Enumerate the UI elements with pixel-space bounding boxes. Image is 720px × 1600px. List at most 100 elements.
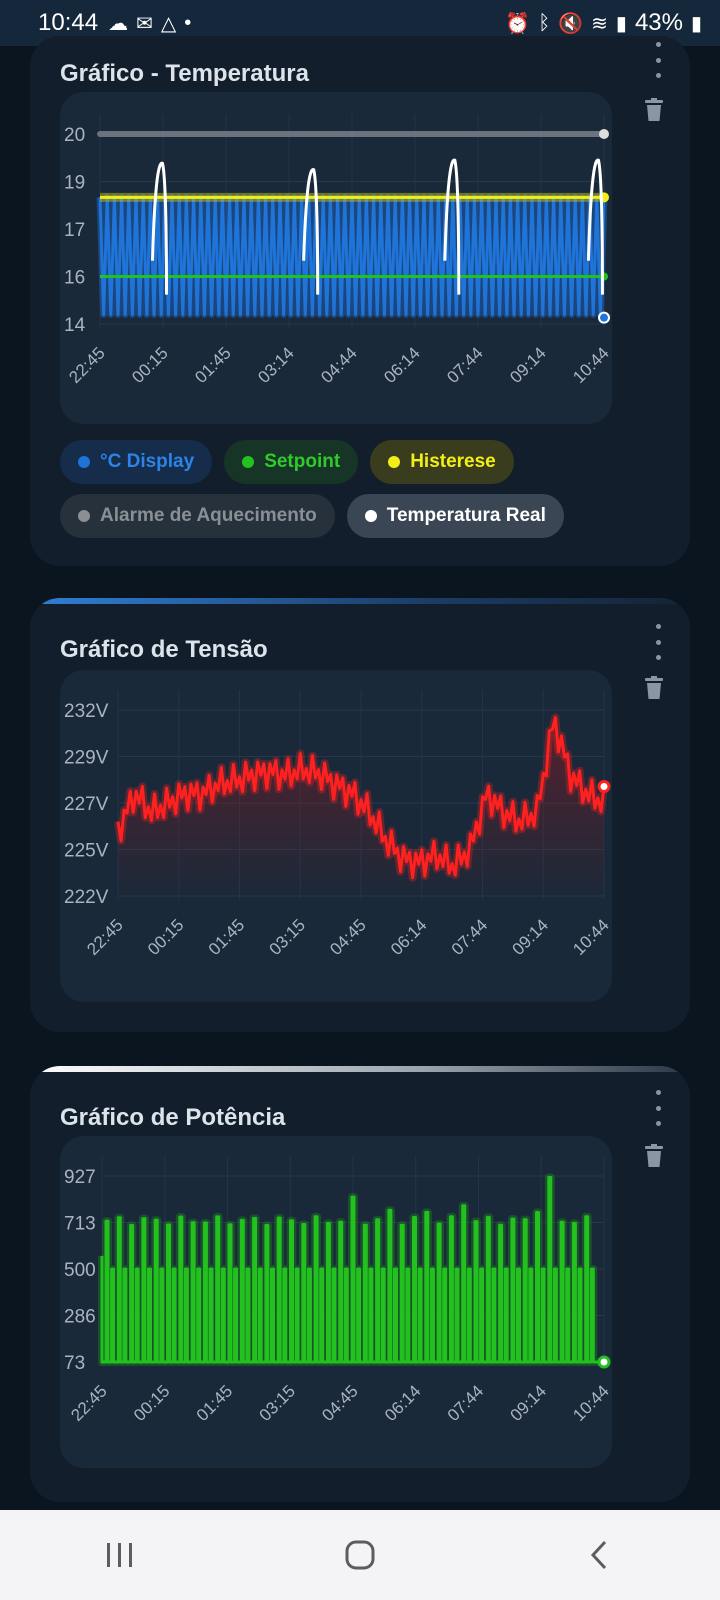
x-tick-label: 04:45 [318, 1381, 362, 1425]
legend-label: Setpoint [264, 451, 341, 472]
battery-level: 43% [634, 9, 683, 36]
x-tick-label: 04:45 [326, 915, 370, 959]
gmail-icon: ✉ [136, 12, 153, 35]
dot-icon: • [184, 11, 192, 34]
x-tick-label: 01:45 [193, 1381, 237, 1425]
y-tick-label: 17 [64, 220, 85, 241]
x-tick-label: 00:15 [144, 915, 188, 959]
y-tick-label: 927 [64, 1167, 96, 1188]
legend-chip-0[interactable]: °C Display [60, 440, 213, 484]
y-tick-label: 222V [64, 887, 109, 908]
voltage-line [116, 715, 606, 880]
power-card: Gráfico de Potência 927 713 500 286 73 22:45 0… [30, 1066, 690, 1502]
x-tick-label: 10:44 [569, 915, 612, 959]
voltage-menu-button[interactable] [648, 624, 668, 660]
x-tick-label: 10:44 [569, 1381, 612, 1425]
legend-chip-3[interactable]: Alarme de Aquecimento [60, 494, 335, 538]
x-tick-label: 00:15 [128, 343, 172, 387]
y-tick-label: 19 [64, 173, 85, 194]
x-tick-label: 03:15 [256, 1381, 300, 1425]
legend-chip-2[interactable]: Histerese [370, 440, 514, 484]
series-display-end-point [598, 311, 610, 324]
back-icon [590, 1540, 607, 1570]
x-tick-label: 07:44 [444, 1381, 488, 1425]
y-tick-label: 286 [64, 1307, 96, 1328]
temperature-card-title: Gráfico - Temperatura [60, 60, 309, 87]
x-tick-label: 07:44 [448, 915, 492, 959]
x-tick-label: 06:14 [380, 343, 424, 387]
temperature-trash-icon[interactable] [644, 98, 664, 122]
voltage-card-title: Gráfico de Tensão [60, 636, 268, 663]
y-tick-label: 225V [64, 841, 109, 862]
y-tick-label: 20 [64, 125, 85, 146]
navigation-bar [0, 1510, 720, 1600]
x-tick-label: 00:15 [130, 1381, 174, 1425]
power-menu-button[interactable] [648, 1090, 668, 1126]
power-trash-icon[interactable] [644, 1144, 664, 1168]
y-tick-label: 229V [64, 748, 109, 769]
x-tick-label: 09:14 [509, 915, 553, 959]
x-tick-label: 09:14 [507, 1381, 551, 1425]
legend-dot [78, 456, 90, 468]
series-temperatura-real-peak [586, 158, 604, 295]
power-card-accent [30, 1066, 690, 1072]
legend-dot [388, 456, 401, 468]
y-tick-label: 16 [64, 268, 85, 289]
cloud-icon: ☁ [108, 12, 129, 35]
voltage-trash-icon[interactable] [644, 676, 664, 700]
temperature-chart: 20 19 17 16 14 22:45 00:15 01:45 03:14 04:44 06:14… [60, 92, 612, 424]
recent-apps-button[interactable] [80, 1525, 160, 1585]
legend-chip-1[interactable]: Setpoint [224, 440, 359, 484]
x-tick-label: 03:15 [266, 915, 310, 959]
back-button[interactable] [560, 1525, 640, 1585]
y-tick-label: 227V [64, 794, 109, 815]
recent-apps-icon [107, 1543, 132, 1567]
legend-label: Alarme de Aquecimento [100, 505, 317, 526]
x-tick-label: 10:44 [569, 343, 612, 387]
home-button[interactable] [320, 1525, 400, 1585]
legend-dot [78, 510, 90, 522]
battery-icon: ▮ [690, 12, 702, 35]
power-line [100, 1176, 604, 1364]
y-tick-label: 14 [64, 315, 86, 336]
temperature-menu-button[interactable] [648, 42, 668, 78]
legend-label: Temperatura Real [386, 505, 546, 526]
signal-icon: ▮ [615, 12, 627, 35]
legend-label: Histerese [410, 451, 496, 472]
x-tick-label: 01:45 [205, 915, 249, 959]
alarm-icon: ⏰ [505, 12, 531, 35]
x-tick-label: 03:14 [254, 343, 298, 387]
x-tick-label: 22:45 [65, 343, 109, 387]
x-tick-label: 01:45 [191, 343, 235, 387]
power-end-point [597, 1355, 611, 1369]
series-temperatura-real-peak [150, 161, 168, 295]
power-card-title: Gráfico de Potência [60, 1104, 286, 1131]
legend-label: °C Display [100, 451, 195, 472]
series-temperatura-real-peak [302, 168, 320, 295]
legend-chip-4[interactable]: Temperatura Real [346, 494, 564, 538]
legend-dot [242, 456, 255, 468]
y-tick-label: 73 [64, 1353, 85, 1374]
legend-dot [364, 510, 377, 522]
wifi-icon: ≋ [591, 12, 608, 35]
y-tick-label: 500 [64, 1260, 96, 1281]
voltage-chart: 232V 229V 227V 225V 222V 22:45 00:15 01:45 03:15… [60, 670, 612, 1002]
x-tick-label: 07:44 [443, 343, 487, 387]
temperature-legend: °C Display Setpoint Histerese Alarme de Aqu… [60, 440, 620, 538]
voltage-end-point [597, 779, 611, 793]
series-temperatura-real-peak [443, 158, 461, 295]
temperature-card: Gráfico - Temperatura 20 19 17 16 14 22:45 00:… [30, 36, 690, 566]
power-chart: 927 713 500 286 73 22:45 00:15 01:45 03:15 04:45 0… [60, 1136, 612, 1468]
bluetooth-icon: ᛒ [538, 11, 551, 34]
voltage-card: Gráfico de Tensão 232V 229V 227V 225V 222V 22… [30, 598, 690, 1032]
status-time: 10:44 [38, 9, 99, 36]
x-tick-label: 04:44 [317, 343, 361, 387]
y-tick-label: 713 [64, 1214, 96, 1235]
y-tick-label: 232V [64, 701, 109, 722]
x-tick-label: 06:14 [381, 1381, 425, 1425]
voltage-card-accent [30, 598, 690, 604]
x-tick-label: 06:14 [387, 915, 431, 959]
mute-icon: 🔇 [558, 12, 584, 35]
x-tick-label: 22:45 [67, 1381, 111, 1425]
x-tick-label: 22:45 [83, 915, 127, 959]
